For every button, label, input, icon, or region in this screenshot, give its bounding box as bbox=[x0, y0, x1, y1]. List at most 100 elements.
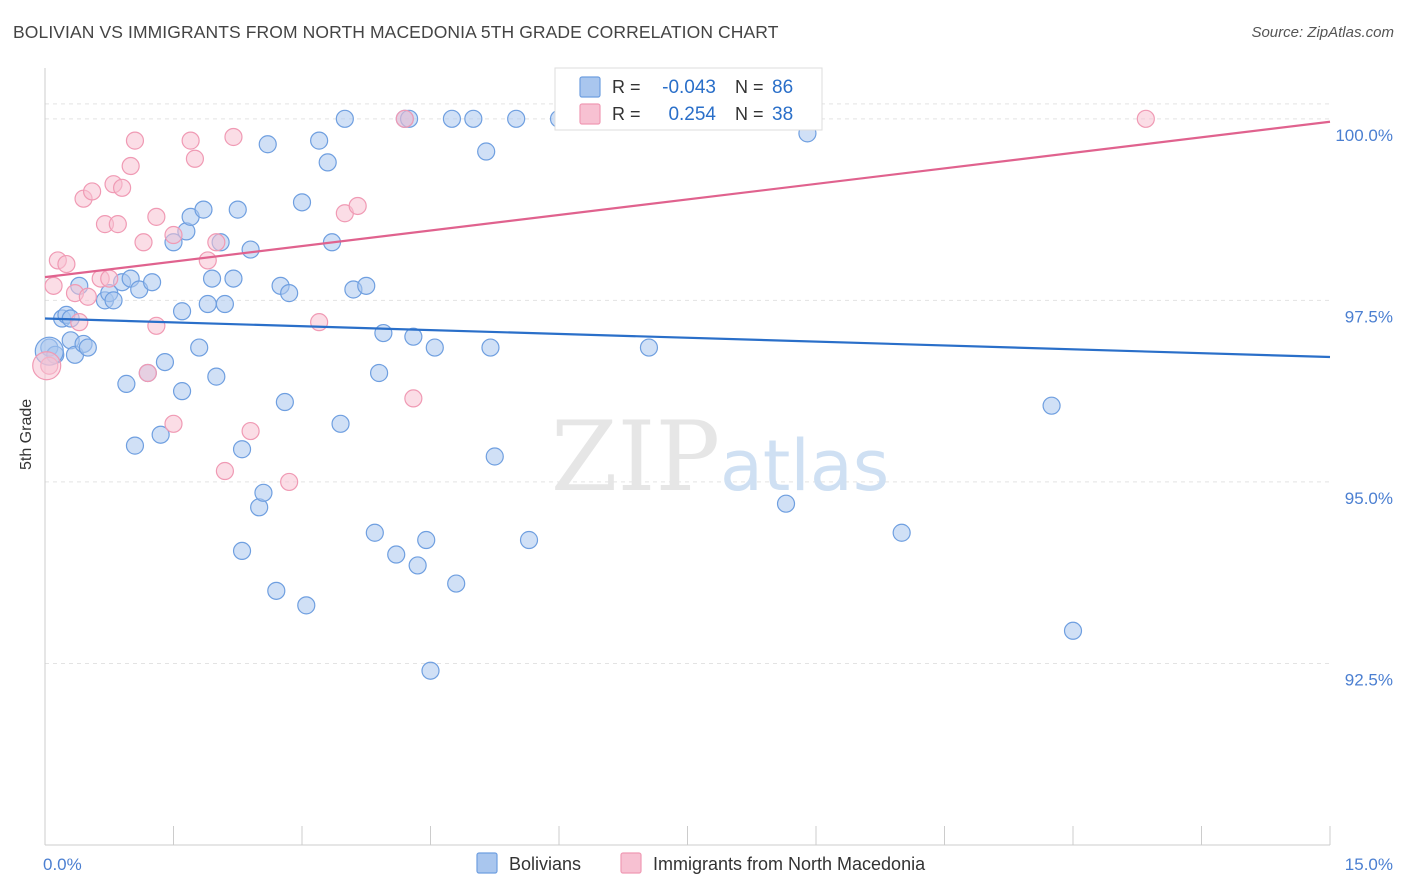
data-point bbox=[357, 276, 376, 295]
data-point bbox=[267, 581, 286, 600]
data-point bbox=[164, 225, 183, 245]
watermark-atlas: atlas bbox=[720, 425, 889, 507]
data-point bbox=[485, 447, 504, 466]
bottom-legend: Bolivians Immigrants from North Macedonia bbox=[476, 852, 926, 874]
data-point bbox=[425, 338, 444, 357]
data-point bbox=[417, 530, 436, 550]
stats-n-label: N = bbox=[735, 104, 764, 124]
data-point bbox=[442, 109, 462, 128]
data-point bbox=[147, 316, 166, 335]
data-point bbox=[232, 541, 252, 561]
data-point bbox=[481, 338, 500, 357]
data-point bbox=[348, 196, 367, 216]
stats-r-label: R = bbox=[612, 104, 641, 124]
x-tick-label: 15.0% bbox=[1345, 855, 1393, 874]
x-tick-label: 0.0% bbox=[43, 855, 82, 874]
legend-label: Bolivians bbox=[509, 854, 581, 874]
y-tick-label: 100.0% bbox=[1335, 126, 1393, 145]
data-point bbox=[172, 302, 192, 321]
data-point bbox=[374, 323, 393, 343]
data-point bbox=[297, 596, 316, 615]
data-point bbox=[310, 313, 329, 332]
data-point bbox=[151, 425, 170, 444]
data-point bbox=[241, 240, 260, 259]
data-point bbox=[112, 178, 132, 197]
data-point bbox=[104, 291, 123, 310]
data-point bbox=[258, 135, 277, 154]
stats-n-value: 38 bbox=[772, 104, 793, 125]
data-point bbox=[387, 545, 406, 564]
data-point bbox=[507, 109, 526, 128]
data-point bbox=[395, 109, 414, 128]
data-point bbox=[1042, 396, 1061, 415]
data-point bbox=[1063, 621, 1083, 640]
data-point bbox=[477, 142, 496, 161]
source-label: Source: ZipAtlas.com bbox=[1251, 24, 1394, 41]
trend-lines bbox=[44, 120, 1331, 359]
data-point bbox=[280, 472, 299, 492]
data-point bbox=[57, 254, 76, 274]
data-point bbox=[125, 131, 145, 150]
data-point bbox=[224, 127, 243, 147]
data-point bbox=[78, 287, 97, 306]
axes: 0.0% 15.0% bbox=[43, 68, 1393, 874]
data-point bbox=[164, 414, 183, 433]
data-point bbox=[172, 382, 192, 401]
data-point bbox=[776, 494, 796, 513]
data-point bbox=[365, 523, 384, 542]
data-point bbox=[142, 273, 162, 292]
data-point bbox=[202, 269, 222, 288]
data-point bbox=[78, 338, 97, 357]
data-point bbox=[134, 233, 153, 252]
stats-n-label: N = bbox=[735, 77, 764, 97]
data-point bbox=[464, 109, 483, 128]
data-point bbox=[155, 352, 175, 372]
data-point bbox=[190, 338, 209, 357]
data-point bbox=[335, 109, 354, 128]
data-point bbox=[421, 661, 440, 680]
stats-r-label: R = bbox=[612, 77, 641, 97]
stats-legend: R = -0.043 N = 86 R = 0.254 N = 38 bbox=[554, 67, 823, 131]
data-point bbox=[185, 149, 205, 168]
data-point bbox=[241, 421, 260, 441]
watermark: ZIPatlas bbox=[551, 401, 889, 513]
data-point bbox=[224, 269, 243, 288]
data-point bbox=[404, 389, 423, 408]
data-point bbox=[310, 131, 329, 150]
trend-line bbox=[44, 120, 1331, 279]
data-point bbox=[108, 215, 127, 234]
data-point bbox=[207, 367, 226, 386]
data-point bbox=[70, 313, 89, 332]
stats-swatch bbox=[579, 103, 601, 125]
data-point bbox=[404, 327, 423, 346]
data-point bbox=[228, 200, 247, 219]
y-tick-label: 97.5% bbox=[1345, 307, 1393, 326]
stats-n-value: 86 bbox=[772, 77, 793, 98]
data-point bbox=[370, 363, 389, 383]
data-point bbox=[275, 392, 294, 412]
watermark-zip: ZIP bbox=[551, 401, 720, 513]
stats-swatch bbox=[579, 76, 601, 98]
data-point bbox=[207, 233, 226, 252]
data-point bbox=[181, 131, 200, 150]
data-point bbox=[198, 294, 217, 314]
trend-line bbox=[44, 317, 1331, 359]
series-bolivians-points bbox=[34, 109, 1083, 680]
legend-label: Immigrants from North Macedonia bbox=[653, 854, 926, 874]
data-point bbox=[215, 294, 234, 314]
data-point bbox=[292, 193, 312, 212]
data-point bbox=[83, 182, 102, 201]
data-point bbox=[254, 483, 273, 502]
data-point bbox=[194, 200, 213, 219]
data-point bbox=[138, 363, 157, 383]
data-point bbox=[125, 436, 145, 455]
legend-swatch bbox=[476, 852, 498, 874]
data-point bbox=[44, 276, 63, 295]
data-point bbox=[892, 523, 911, 542]
data-point bbox=[117, 374, 136, 393]
data-point bbox=[100, 269, 119, 288]
data-point bbox=[198, 251, 217, 270]
data-point bbox=[331, 414, 350, 433]
legend-swatch bbox=[620, 852, 642, 874]
